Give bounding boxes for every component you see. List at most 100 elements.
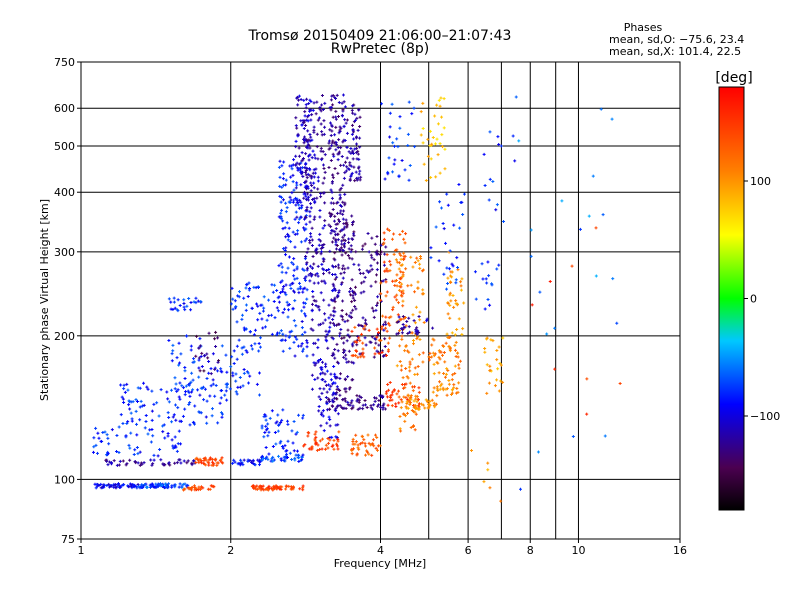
data-point xyxy=(444,387,448,391)
data-point xyxy=(349,287,353,291)
data-point xyxy=(370,236,374,240)
data-point xyxy=(120,484,124,488)
data-point xyxy=(304,106,308,110)
data-point xyxy=(329,133,333,137)
data-point xyxy=(202,459,206,463)
data-point xyxy=(301,290,305,294)
data-point xyxy=(355,452,359,456)
y-tick-label: 600 xyxy=(54,102,75,115)
data-point xyxy=(348,335,352,339)
data-point xyxy=(313,363,317,367)
data-point xyxy=(411,339,415,343)
data-point xyxy=(246,295,250,299)
data-point xyxy=(198,487,202,491)
data-point xyxy=(333,287,337,291)
data-point xyxy=(343,377,347,381)
data-point xyxy=(376,301,380,305)
data-point xyxy=(529,254,533,258)
data-point xyxy=(166,397,170,401)
data-point xyxy=(408,381,412,385)
data-point xyxy=(361,435,365,439)
data-point xyxy=(518,487,522,491)
data-point xyxy=(310,156,314,160)
data-point xyxy=(358,442,362,446)
data-point xyxy=(436,361,440,365)
data-point xyxy=(388,394,392,398)
data-point xyxy=(315,272,319,276)
data-point xyxy=(397,175,401,179)
data-point xyxy=(300,319,304,323)
data-point xyxy=(336,349,340,353)
data-point xyxy=(306,266,310,270)
data-point xyxy=(461,213,465,217)
data-point xyxy=(316,338,320,342)
data-point xyxy=(336,412,340,416)
data-point xyxy=(323,318,327,322)
data-point xyxy=(315,145,319,149)
data-point xyxy=(462,192,466,196)
data-point xyxy=(412,410,416,414)
data-point xyxy=(548,279,552,283)
data-point xyxy=(417,407,421,411)
data-point xyxy=(458,359,462,363)
data-point xyxy=(343,242,347,246)
data-point xyxy=(338,219,342,223)
data-point xyxy=(319,149,323,153)
data-point xyxy=(190,485,194,489)
data-point xyxy=(299,183,303,187)
data-point xyxy=(303,443,307,447)
data-point xyxy=(449,299,453,303)
data-point xyxy=(196,388,200,392)
data-point xyxy=(358,115,362,119)
data-point xyxy=(446,203,450,207)
data-point xyxy=(298,198,302,202)
data-point xyxy=(350,214,354,218)
data-point xyxy=(281,219,285,223)
data-point xyxy=(297,98,301,102)
data-point xyxy=(329,108,333,112)
data-point xyxy=(411,424,415,428)
data-point xyxy=(337,430,341,434)
data-point xyxy=(295,337,299,341)
data-point xyxy=(323,153,327,157)
data-point xyxy=(497,345,501,349)
data-point xyxy=(309,193,313,197)
data-point xyxy=(189,380,193,384)
data-point xyxy=(421,403,425,407)
data-point xyxy=(342,222,346,226)
data-point xyxy=(303,312,307,316)
data-point xyxy=(331,282,335,286)
data-point xyxy=(344,218,348,222)
data-point xyxy=(350,248,354,252)
data-point xyxy=(349,173,353,177)
data-point xyxy=(382,237,386,241)
data-point xyxy=(366,231,370,235)
data-point xyxy=(190,461,194,465)
data-point xyxy=(418,318,422,322)
data-point xyxy=(110,428,114,432)
data-point xyxy=(365,450,369,454)
data-point xyxy=(276,331,280,335)
data-point xyxy=(182,386,186,390)
data-point xyxy=(401,304,405,308)
data-point xyxy=(303,278,307,282)
data-point xyxy=(384,269,388,273)
data-point xyxy=(315,251,319,255)
data-point xyxy=(403,349,407,353)
data-point xyxy=(172,296,176,300)
data-point xyxy=(370,306,374,310)
data-point xyxy=(415,326,419,330)
data-point xyxy=(375,249,379,253)
data-point xyxy=(416,404,420,408)
x-axis-label: Frequency [MHz] xyxy=(334,557,426,570)
data-point xyxy=(363,324,367,328)
data-point xyxy=(460,332,464,336)
data-point xyxy=(431,390,435,394)
data-point xyxy=(164,484,168,488)
data-point xyxy=(335,442,339,446)
data-point xyxy=(448,347,452,351)
data-point xyxy=(443,360,447,364)
data-point xyxy=(191,459,195,463)
data-point xyxy=(396,313,400,317)
data-point xyxy=(374,280,378,284)
